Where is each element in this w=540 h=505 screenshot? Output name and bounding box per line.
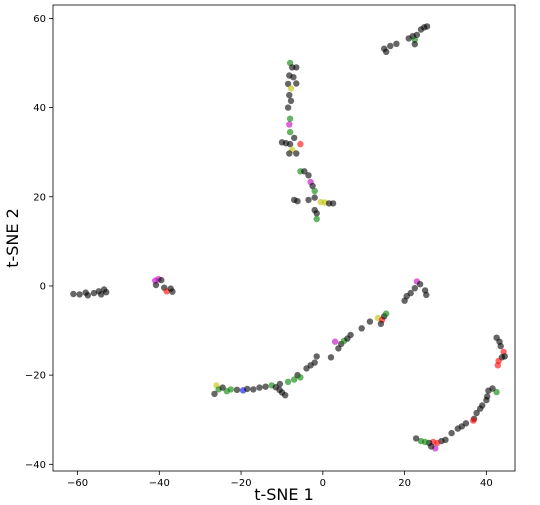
scatter-point xyxy=(497,342,504,350)
scatter-point xyxy=(286,140,294,148)
scatter-point xyxy=(293,80,300,87)
scatter-point xyxy=(411,285,418,292)
y-tick-label: 60 xyxy=(33,14,46,25)
scatter-point xyxy=(282,392,289,399)
scatter-point xyxy=(412,435,420,442)
scatter-point xyxy=(158,276,165,284)
scatter-point xyxy=(494,362,501,369)
scatter-point xyxy=(219,384,226,391)
scatter-point xyxy=(423,23,431,30)
scatter-point xyxy=(448,429,455,437)
scatter-point xyxy=(287,97,295,105)
scatter-point xyxy=(90,289,98,297)
scatter-point xyxy=(493,388,500,396)
x-axis-title: t-SNE 1 xyxy=(254,485,314,504)
scatter-point xyxy=(291,376,298,383)
scatter-point xyxy=(284,104,292,111)
scatter-point xyxy=(331,338,339,345)
scatter-point xyxy=(98,291,105,298)
scatter-point xyxy=(309,182,316,190)
plot-area xyxy=(52,4,516,472)
scatter-point xyxy=(250,386,257,393)
scatter-point xyxy=(227,386,234,393)
y-tick-label: −40 xyxy=(25,460,46,471)
scatter-point xyxy=(383,48,390,55)
x-tick-label: 0 xyxy=(320,478,326,489)
scatter-point xyxy=(311,187,318,195)
x-tick-label: −40 xyxy=(149,478,170,489)
y-axis-title: t-SNE 2 xyxy=(3,208,22,268)
scatter-point xyxy=(329,200,337,207)
scatter-point xyxy=(286,115,294,122)
scatter-point xyxy=(501,353,508,360)
scatter-point xyxy=(313,210,320,217)
scatter-point xyxy=(262,383,269,390)
scatter-point xyxy=(387,42,394,50)
scatter-point xyxy=(211,390,218,398)
scatter-point xyxy=(393,40,400,47)
scatter-point xyxy=(291,134,298,142)
scatter-point xyxy=(152,281,160,289)
scatter-point xyxy=(76,291,83,298)
scatter-point xyxy=(470,417,477,424)
scatter-point xyxy=(286,150,293,157)
scatter-point xyxy=(305,172,312,179)
x-axis-ticks: −60 −40 −20 0 20 40 xyxy=(67,471,493,489)
scatter-point xyxy=(287,85,295,92)
scatter-point xyxy=(244,385,251,393)
scatter-point xyxy=(413,31,421,39)
scatter-point xyxy=(286,121,293,128)
scatter-point xyxy=(485,387,492,394)
scatter-point xyxy=(301,168,308,175)
scatter-point xyxy=(311,194,318,201)
points-layer xyxy=(70,23,508,452)
x-tick-label: −60 xyxy=(67,478,88,489)
scatter-point xyxy=(416,281,424,288)
scatter-point xyxy=(313,215,320,223)
scatter-point xyxy=(477,405,484,412)
y-tick-label: 0 xyxy=(40,281,46,292)
scatter-point xyxy=(293,150,300,157)
scatter-point xyxy=(417,437,425,445)
scatter-point xyxy=(297,140,304,148)
scatter-point xyxy=(256,384,263,391)
scatter-point xyxy=(377,320,385,327)
scatter-point xyxy=(313,353,320,360)
scatter-point xyxy=(423,291,430,299)
scatter-point xyxy=(293,64,300,71)
scatter-point xyxy=(286,128,294,136)
scatter-point xyxy=(411,41,418,48)
y-axis-ticks: −40 −20 0 20 40 60 xyxy=(25,14,53,471)
scatter-point xyxy=(284,378,292,385)
scatter-point xyxy=(401,297,408,304)
scatter-point xyxy=(103,289,110,296)
scatter-point xyxy=(483,396,490,404)
scatter-point xyxy=(473,409,480,417)
x-tick-label: 40 xyxy=(480,478,493,489)
scatter-point xyxy=(276,380,284,388)
y-tick-label: 20 xyxy=(33,192,46,203)
scatter-point xyxy=(366,318,374,325)
scatter-point xyxy=(84,292,92,299)
scatter-point xyxy=(290,74,297,81)
scatter-point xyxy=(70,290,77,298)
y-tick-label: 40 xyxy=(33,103,46,114)
scatter-point xyxy=(454,425,461,432)
scatter-point xyxy=(411,36,418,43)
scatter-point xyxy=(305,196,312,204)
x-tick-label: −20 xyxy=(231,478,252,489)
scatter-point xyxy=(358,325,365,332)
scatter-point xyxy=(286,91,293,99)
x-tick-label: 20 xyxy=(398,478,411,489)
scatter-point xyxy=(233,386,241,393)
y-tick-label: −20 xyxy=(25,371,46,382)
scatter-point xyxy=(169,288,176,295)
scatter-point xyxy=(347,331,354,339)
scatter-point xyxy=(327,354,335,361)
scatter-point xyxy=(297,374,304,381)
scatter-point xyxy=(383,310,390,317)
scatter-point xyxy=(294,198,301,205)
scatter-point xyxy=(311,359,318,366)
